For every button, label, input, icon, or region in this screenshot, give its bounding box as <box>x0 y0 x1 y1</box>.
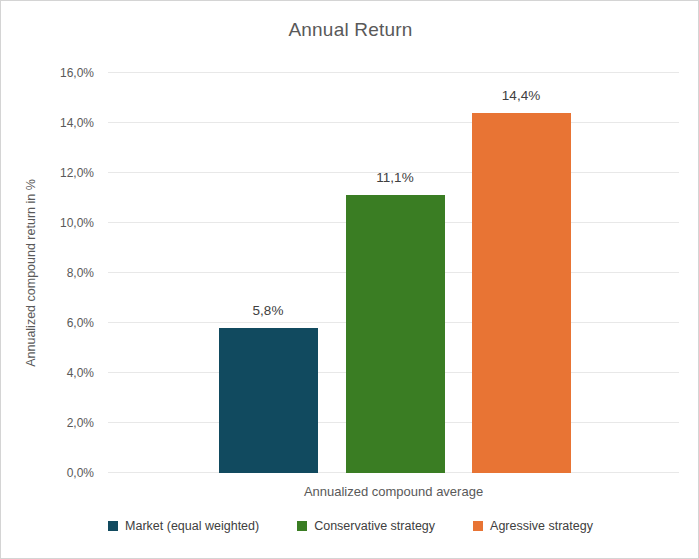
gridline <box>108 72 679 73</box>
y-tick-label: 14,0% <box>4 116 94 130</box>
y-tick-label: 6,0% <box>4 316 94 330</box>
bar-market-equal-weighted <box>219 328 318 473</box>
legend: Market (equal weighted) Conservative stra… <box>1 519 699 533</box>
legend-swatch-icon <box>297 521 307 531</box>
bar-chart: Annual Return Annualized compound return… <box>0 0 699 559</box>
legend-label: Conservative strategy <box>314 519 435 533</box>
legend-label: Agressive strategy <box>490 519 593 533</box>
bar-data-label: 14,4% <box>461 88 581 104</box>
y-tick-label: 0,0% <box>4 466 94 480</box>
legend-swatch-icon <box>473 521 483 531</box>
y-tick-label: 8,0% <box>4 266 94 280</box>
bar-conservative-strategy <box>346 195 445 473</box>
y-tick-label: 10,0% <box>4 216 94 230</box>
bar-data-label: 11,1% <box>335 170 455 186</box>
bar-data-label: 5,8% <box>208 303 328 319</box>
y-tick-label: 2,0% <box>4 416 94 430</box>
legend-swatch-icon <box>108 521 118 531</box>
gridline <box>108 122 679 123</box>
y-tick-label: 16,0% <box>4 66 94 80</box>
y-tick-label: 4,0% <box>4 366 94 380</box>
legend-item: Conservative strategy <box>297 519 435 533</box>
x-axis-label: Annualized compound average <box>108 484 679 499</box>
chart-title: Annual Return <box>1 19 699 41</box>
y-tick-label: 12,0% <box>4 166 94 180</box>
bar-agressive-strategy <box>472 113 571 473</box>
legend-label: Market (equal weighted) <box>125 519 259 533</box>
legend-item: Market (equal weighted) <box>108 519 259 533</box>
legend-item: Agressive strategy <box>473 519 593 533</box>
plot-area: 5,8% 11,1% 14,4% <box>108 73 679 473</box>
